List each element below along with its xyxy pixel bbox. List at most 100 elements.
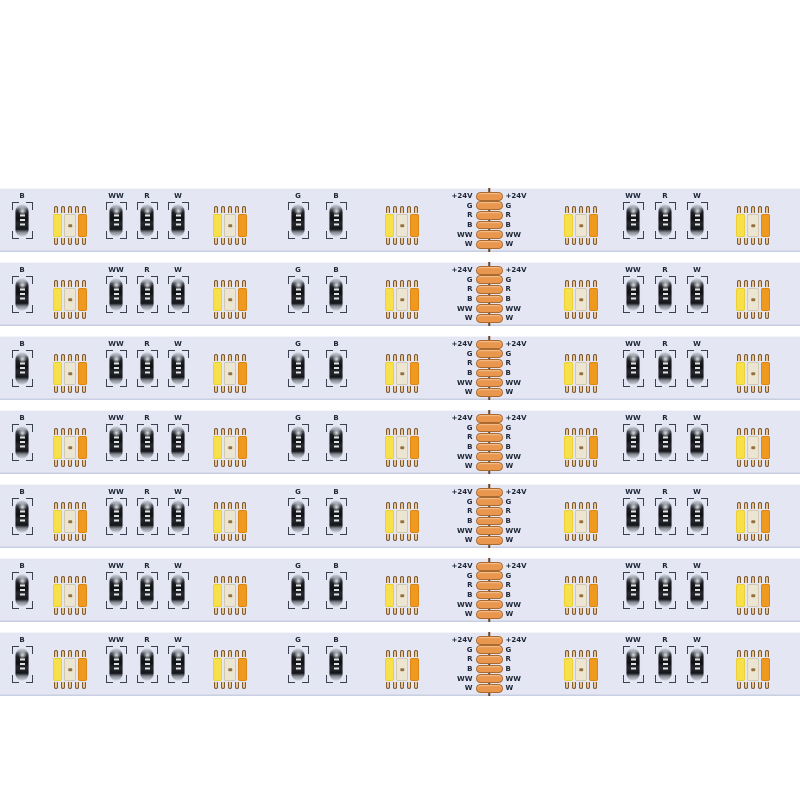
led-bar-cream	[63, 288, 77, 311]
outline-corner	[167, 601, 175, 609]
led-pins-bottom	[53, 312, 87, 319]
led-bar-orange	[588, 214, 599, 237]
led-pin	[234, 460, 240, 467]
led-pin	[592, 238, 598, 245]
led-pin	[60, 608, 66, 615]
led-pin	[81, 428, 87, 435]
led-bar-yellow	[735, 510, 746, 533]
outline-corner	[25, 276, 33, 284]
led-pins-top	[385, 206, 419, 213]
led-bar-cream	[223, 214, 237, 237]
resistor-w: W	[679, 484, 715, 548]
led-pin	[750, 238, 756, 245]
pad-stack: +24V +24V G G R R B B WW WW W W	[444, 487, 534, 546]
led-pin	[764, 428, 770, 435]
led-pins-top	[564, 206, 598, 213]
outline-corner	[167, 305, 175, 313]
led-pin	[571, 312, 577, 319]
pad-label-right: W	[505, 462, 514, 471]
pad-label-right: +24V	[505, 414, 527, 423]
led-pin	[592, 534, 598, 541]
led-pin	[385, 502, 391, 509]
pad-label-left: W	[464, 462, 473, 471]
solder-pad	[475, 313, 503, 323]
resistor-silkscreen-outline	[287, 646, 309, 683]
led-body	[563, 436, 599, 459]
pad-label-left: B	[467, 221, 473, 230]
led-pin	[81, 354, 87, 361]
led-pin	[413, 312, 419, 319]
led-pin	[736, 386, 742, 393]
led-pins-bottom	[53, 386, 87, 393]
outline-corner	[668, 675, 676, 683]
led-pin	[81, 386, 87, 393]
led-polarity-dot	[400, 297, 404, 302]
led-chip	[208, 484, 252, 548]
resistor-silkscreen-outline	[654, 350, 676, 387]
led-pins-bottom	[385, 460, 419, 467]
led-pin	[743, 428, 749, 435]
led-pin	[571, 460, 577, 467]
resistor-body	[626, 575, 640, 606]
resistor-silkscreen-outline	[105, 276, 127, 313]
led-pin	[406, 238, 412, 245]
outline-corner	[325, 202, 333, 210]
led-pin	[241, 534, 247, 541]
resistor-label: R	[662, 266, 668, 274]
outline-corner	[325, 572, 333, 580]
led-bar-cream	[63, 436, 77, 459]
resistor-marking	[295, 436, 301, 449]
resistor-silkscreen-outline	[167, 572, 189, 609]
led-pin	[385, 682, 391, 689]
led-bar-orange	[77, 510, 88, 533]
resistor-silkscreen-outline	[686, 498, 708, 535]
led-body	[563, 658, 599, 681]
led-pin	[406, 502, 412, 509]
led-body	[212, 362, 248, 385]
outline-corner	[287, 572, 295, 580]
led-body	[563, 510, 599, 533]
outline-corner	[668, 350, 676, 358]
resistor-body	[171, 279, 185, 310]
outline-corner	[105, 231, 113, 239]
outline-corner	[167, 231, 175, 239]
outline-corner	[301, 601, 309, 609]
led-pin	[60, 238, 66, 245]
outline-corner	[150, 646, 158, 654]
led-pin	[392, 650, 398, 657]
outline-corner	[325, 305, 333, 313]
resistor-body	[329, 279, 343, 310]
led-pin	[564, 354, 570, 361]
outline-corner	[119, 646, 127, 654]
resistor-body	[15, 501, 29, 532]
led-pin	[564, 312, 570, 319]
outline-corner	[136, 675, 144, 683]
resistor-marking	[144, 362, 150, 375]
led-pin	[764, 608, 770, 615]
led-pin	[213, 534, 219, 541]
resistor-marking	[694, 510, 700, 523]
led-pin	[241, 238, 247, 245]
outline-corner	[636, 202, 644, 210]
resistor-label: B	[333, 192, 339, 200]
led-bar-cream	[223, 584, 237, 607]
solder-pad	[475, 645, 503, 655]
led-pin	[750, 312, 756, 319]
led-pins-top	[53, 502, 87, 509]
outline-corner	[622, 350, 630, 358]
resistor-label: B	[333, 636, 339, 644]
led-pins-top	[53, 650, 87, 657]
led-pin	[592, 206, 598, 213]
led-bar-yellow	[563, 510, 574, 533]
led-bar-orange	[409, 214, 420, 237]
resistor-w: W	[679, 336, 715, 400]
outline-corner	[686, 276, 694, 284]
resistor-marking	[295, 214, 301, 227]
led-pin	[74, 428, 80, 435]
led-bar-cream	[746, 214, 760, 237]
resistor-silkscreen-outline	[11, 202, 33, 239]
led-pin	[571, 280, 577, 287]
led-pin	[227, 502, 233, 509]
led-bar-orange	[77, 214, 88, 237]
